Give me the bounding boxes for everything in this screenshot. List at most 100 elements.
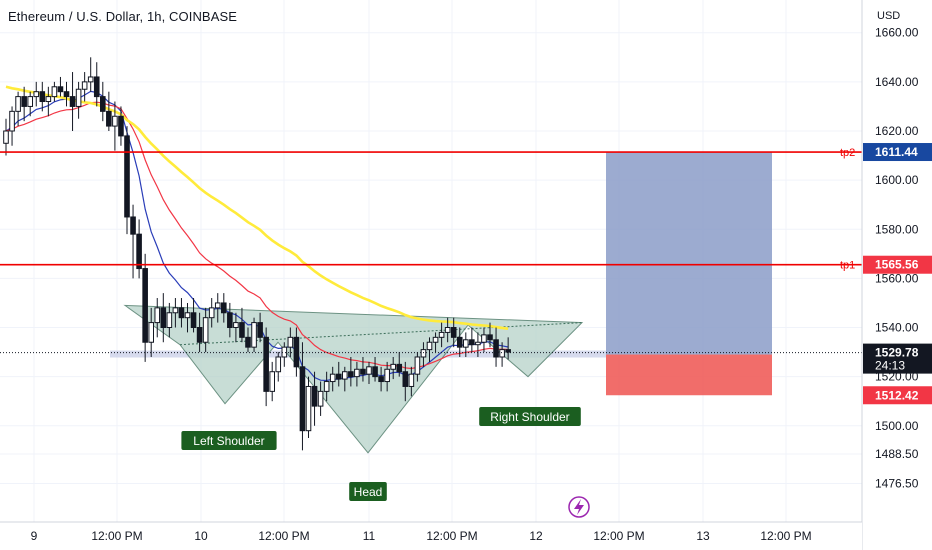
candle (444, 327, 451, 333)
pattern-label-text: Head (354, 485, 383, 499)
candle (305, 385, 312, 432)
candle (39, 91, 46, 103)
x-tick-label: 9 (31, 529, 38, 543)
candle (239, 322, 245, 338)
left-shoulder-label: Left Shoulder (181, 431, 277, 450)
candle (342, 371, 348, 380)
head-label: Head (349, 482, 387, 501)
candle (15, 96, 21, 112)
candle (51, 86, 58, 98)
lightning-icon[interactable] (568, 496, 590, 518)
candle (414, 356, 421, 375)
candle (160, 307, 167, 329)
candles (3, 57, 511, 451)
x-tick-label: 12:00 PM (426, 529, 477, 543)
ema-slow-line (5, 85, 509, 330)
candle (208, 307, 215, 319)
pattern-shape (123, 304, 584, 454)
x-tick-label: 10 (194, 529, 208, 543)
time-axis: 9 12:00 PM 10 12:00 PM 11 12:00 PM 12 12:00 PM 1… (0, 521, 862, 550)
candle (281, 346, 288, 358)
level-label-tp2: tp2 (840, 147, 855, 159)
x-tick-label: 12:00 PM (760, 529, 811, 543)
y-tick-label: 1488.50 (875, 447, 919, 461)
candle (81, 81, 88, 90)
candle (75, 88, 82, 107)
candle (9, 110, 15, 132)
candle (293, 336, 300, 368)
countdown-text: 24:13 (875, 359, 905, 373)
candle (335, 373, 342, 380)
candle (221, 302, 227, 314)
candle (438, 331, 445, 338)
candle (456, 336, 463, 348)
candle (348, 371, 354, 378)
price-tag-text: 1529.78 (875, 346, 919, 360)
stop-zone (606, 354, 772, 396)
candle (190, 312, 197, 329)
candle (329, 373, 336, 383)
x-tick-label: 12:00 PM (91, 529, 142, 543)
pattern-label-text: Left Shoulder (193, 434, 264, 448)
y-tick-label: 1660.00 (875, 26, 919, 40)
y-tick-label: 1640.00 (875, 75, 919, 89)
candle (245, 336, 251, 348)
candle (27, 96, 33, 107)
candle (57, 86, 64, 93)
candle (481, 334, 487, 343)
candle (93, 76, 100, 98)
price-tag-text: 1512.42 (875, 388, 919, 402)
candle (118, 115, 124, 137)
candle (196, 327, 203, 343)
candle (142, 268, 148, 343)
candle (323, 381, 330, 392)
candle (366, 366, 372, 375)
price-tag-text: 1565.56 (875, 258, 919, 272)
candle (275, 356, 282, 373)
price-tag-text: 1611.44 (875, 145, 918, 159)
target-zone (606, 152, 772, 355)
pattern-label-text: Right Shoulder (490, 410, 569, 424)
candle (287, 336, 294, 348)
candle (130, 216, 136, 235)
y-tick-label: 1540.00 (875, 321, 919, 335)
candle (251, 322, 257, 348)
x-tick-label: 11 (363, 529, 376, 543)
candle (426, 341, 433, 351)
candle (311, 385, 318, 407)
candle (124, 135, 130, 218)
neckline (179, 322, 583, 346)
candle (106, 110, 112, 127)
candle (354, 368, 360, 378)
candle (463, 339, 469, 348)
price-axis: USD 1660.00 1640.00 1620.00 1600.00 1580.00 15… (861, 0, 932, 550)
candle (499, 349, 505, 358)
candle (378, 376, 384, 383)
candle (100, 96, 106, 112)
candle (408, 373, 415, 387)
candle (45, 96, 52, 103)
pattern-group (123, 304, 584, 454)
candle (360, 368, 366, 375)
right-shoulder-label: Right Shoulder (479, 407, 581, 426)
candle (390, 363, 396, 370)
currency-label: USD (877, 10, 900, 22)
candle (148, 322, 154, 343)
candle (317, 390, 324, 407)
candle (372, 366, 378, 378)
stop-price-tag: 1512.42 (863, 386, 932, 405)
candle (172, 307, 179, 314)
y-tick-label: 1476.50 (875, 476, 919, 490)
candle (154, 307, 161, 324)
candle (432, 336, 439, 343)
candle (384, 368, 390, 383)
tp2-price-tag: 1611.44 (863, 143, 932, 162)
candle (299, 366, 306, 432)
candle (202, 317, 209, 343)
candle (493, 339, 499, 358)
candle (475, 341, 481, 346)
ema-fast-line (5, 90, 509, 382)
